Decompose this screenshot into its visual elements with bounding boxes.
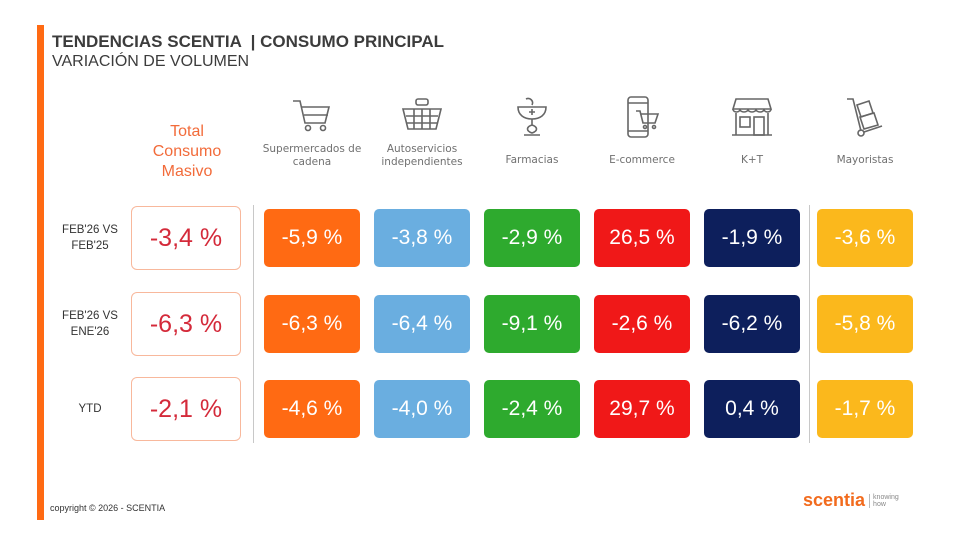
value-cell: -2,6 % — [594, 295, 690, 353]
value-cell: -4,0 % — [374, 380, 470, 438]
value-cell: -1,9 % — [704, 209, 800, 267]
value-cell: -6,3 % — [264, 295, 360, 353]
copyright-text: copyright © 2026 - SCENTIA — [50, 503, 166, 513]
value-cell: 0,4 % — [704, 380, 800, 438]
value-cell: -2,9 % — [484, 209, 580, 267]
row-label-line: FEB'26 VS — [62, 310, 118, 322]
mobile-cart-icon — [627, 96, 660, 138]
channel-label: K+T — [740, 153, 764, 166]
value-cell: -2,4 % — [484, 380, 580, 438]
logo-wordmark: scentia — [803, 490, 866, 510]
value-cell: -5,8 % — [817, 295, 913, 353]
page-title: TENDENCIAS SCENTIA | CONSUMO PRINCIPAL — [52, 32, 444, 51]
value-cell: -9,1 % — [484, 295, 580, 353]
channel-label: Farmacias — [505, 153, 559, 166]
channel-header-farmacias: Farmacias — [477, 95, 587, 173]
value-cell: 26,5 % — [594, 209, 690, 267]
row-label-line: YTD — [78, 403, 102, 415]
basket-icon — [401, 98, 443, 130]
total-header-line: Total — [170, 123, 204, 140]
row-label-line: FEB'26 VS — [62, 224, 118, 236]
logo-tagline-line: how — [873, 500, 886, 508]
channel-header-mayoristas: Mayoristas — [810, 95, 920, 173]
channel-header-ecommerce: E-commerce — [587, 95, 697, 173]
total-header-line: Masivo — [161, 163, 213, 180]
channel-label: Mayoristas — [836, 153, 894, 166]
value-cell: -4,6 % — [264, 380, 360, 438]
accent-bar — [37, 25, 44, 520]
logo-tagline-line: knowing — [873, 493, 899, 501]
channel-label: Supermercados de cadena — [262, 143, 362, 168]
total-value-cell: -2,1 % — [131, 377, 241, 441]
channel-header-supermercados: Supermercados de cadena — [257, 95, 367, 169]
row-label-line: ENE'26 — [70, 326, 110, 338]
value-cell: -3,6 % — [817, 209, 913, 267]
shopping-cart-icon — [293, 100, 331, 132]
channel-header-autoservicios: Autoservicios independientes — [367, 95, 477, 169]
divider — [253, 205, 254, 443]
total-value-cell: -6,3 % — [131, 292, 241, 356]
total-header: Total Consumo Masivo — [131, 122, 243, 182]
channel-header-kt: K+T — [697, 95, 807, 173]
page-subtitle: VARIACIÓN DE VOLUMEN — [52, 53, 250, 70]
storefront-icon — [731, 98, 773, 136]
value-cell: -5,9 % — [264, 209, 360, 267]
value-cell: -6,2 % — [704, 295, 800, 353]
value-cell: -3,8 % — [374, 209, 470, 267]
row-label-line: FEB'25 — [71, 240, 109, 252]
total-header-line: Consumo — [152, 143, 222, 160]
hand-truck-icon — [847, 98, 883, 137]
scentia-logo: scentia knowing how — [803, 490, 899, 511]
logo-tagline: knowing how — [869, 493, 899, 508]
value-cell: -6,4 % — [374, 295, 470, 353]
divider — [809, 205, 810, 443]
pharmacy-icon — [517, 97, 547, 136]
channel-label: E-commerce — [609, 153, 675, 166]
value-cell: 29,7 % — [594, 380, 690, 438]
value-cell: -1,7 % — [817, 380, 913, 438]
row-label: FEB'26 VS ENE'26 — [50, 308, 130, 340]
total-value-cell: -3,4 % — [131, 206, 241, 270]
row-label: FEB'26 VS FEB'25 — [50, 222, 130, 254]
channel-label: Autoservicios independientes — [381, 143, 463, 168]
row-label: YTD — [50, 401, 130, 417]
